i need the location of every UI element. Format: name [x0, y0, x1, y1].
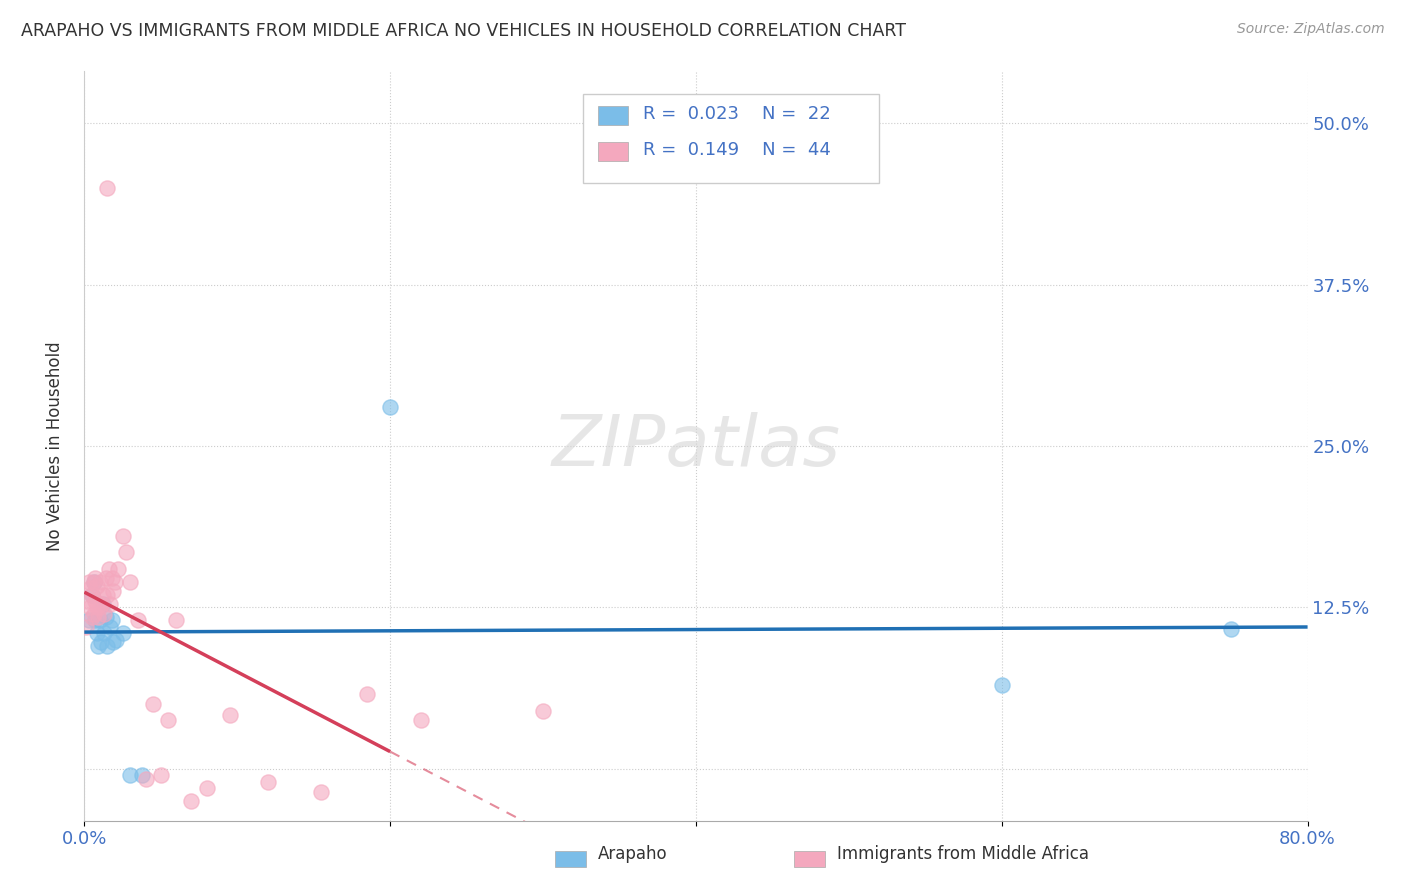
Point: [991, 678, 1014, 692]
Point: [104, 574, 127, 589]
Point: [77, 574, 100, 589]
Point: [79, 581, 101, 595]
Point: [89, 614, 111, 628]
Point: [1220, 623, 1243, 637]
Point: [86, 626, 108, 640]
Point: [87, 639, 110, 653]
Point: [76, 594, 98, 608]
Point: [79, 600, 101, 615]
Point: [409, 713, 432, 727]
Point: [83, 574, 105, 589]
Point: [90, 635, 112, 649]
Point: [83, 574, 105, 589]
Point: [83, 607, 105, 621]
Point: [531, 704, 554, 718]
Point: [89, 574, 111, 589]
Point: [165, 614, 187, 628]
Point: [90, 597, 112, 611]
Point: [80, 588, 103, 602]
Point: [380, 401, 402, 415]
Point: [195, 781, 218, 796]
Point: [96, 588, 118, 602]
Point: [103, 583, 125, 598]
Point: [84, 614, 107, 628]
Text: R =  0.149    N =  44: R = 0.149 N = 44: [643, 141, 831, 159]
Point: [105, 632, 128, 647]
Point: [311, 785, 333, 799]
Point: [180, 794, 202, 808]
Point: [120, 574, 142, 589]
Point: [107, 562, 129, 576]
Point: [135, 772, 157, 787]
Point: [94, 609, 117, 624]
Point: [149, 768, 172, 782]
Point: [97, 562, 120, 576]
Point: [101, 614, 124, 628]
Point: [80, 609, 103, 624]
Point: [114, 545, 136, 559]
Text: Source: ZipAtlas.com: Source: ZipAtlas.com: [1237, 22, 1385, 37]
Point: [93, 626, 115, 640]
Text: ZIPatlas: ZIPatlas: [551, 411, 841, 481]
Point: [96, 639, 118, 653]
Point: [98, 597, 121, 611]
Point: [91, 588, 114, 602]
Point: [77, 614, 100, 628]
Point: [80, 588, 103, 602]
Point: [257, 775, 280, 789]
Point: [131, 768, 153, 782]
Point: [98, 620, 121, 634]
Point: [101, 571, 124, 585]
Point: [75, 620, 97, 634]
Point: [86, 600, 108, 615]
Point: [91, 597, 114, 611]
Text: Immigrants from Middle Africa: Immigrants from Middle Africa: [837, 845, 1088, 863]
Point: [84, 594, 107, 608]
Point: [96, 180, 118, 194]
Point: [356, 687, 378, 701]
Point: [89, 600, 111, 615]
Y-axis label: No Vehicles in Household: No Vehicles in Household: [45, 341, 63, 551]
Point: [111, 626, 134, 640]
Point: [103, 635, 125, 649]
Text: R =  0.023    N =  22: R = 0.023 N = 22: [643, 105, 831, 123]
Point: [111, 529, 134, 543]
Point: [120, 768, 142, 782]
Point: [157, 713, 180, 727]
Point: [87, 609, 110, 624]
Point: [127, 614, 149, 628]
Point: [86, 578, 108, 592]
Point: [142, 698, 165, 712]
Point: [84, 571, 107, 585]
Point: [93, 607, 115, 621]
Text: Arapaho: Arapaho: [598, 845, 668, 863]
Point: [94, 571, 117, 585]
Text: ARAPAHO VS IMMIGRANTS FROM MIDDLE AFRICA NO VEHICLES IN HOUSEHOLD CORRELATION CH: ARAPAHO VS IMMIGRANTS FROM MIDDLE AFRICA…: [21, 22, 905, 40]
Point: [218, 707, 240, 722]
